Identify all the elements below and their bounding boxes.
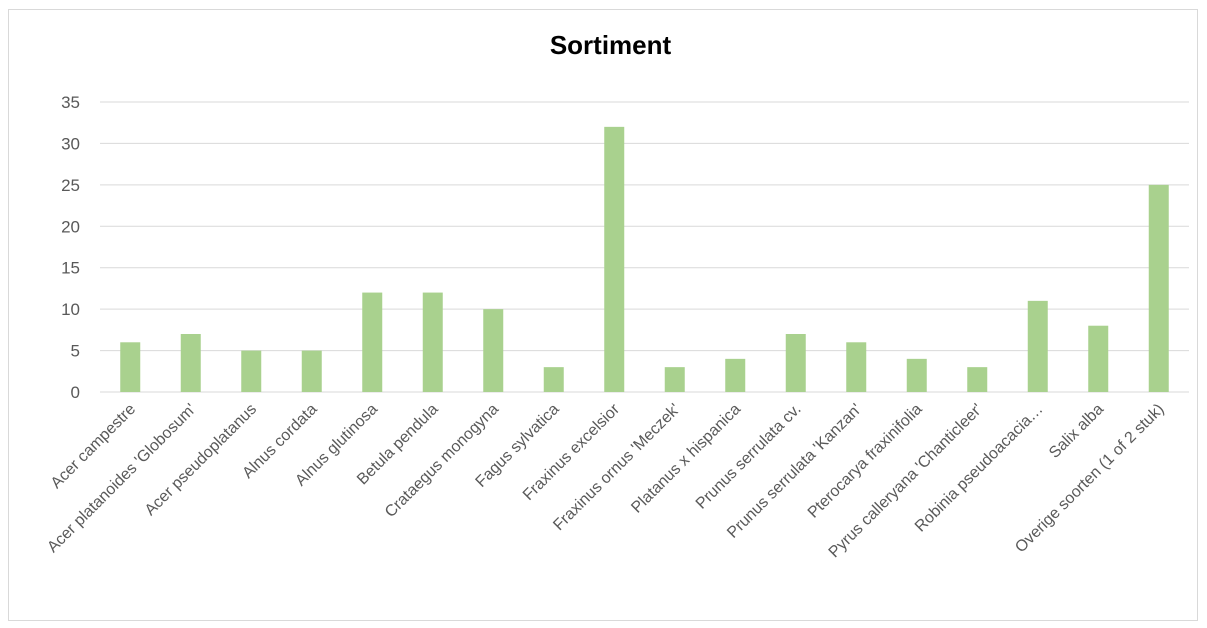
bar — [241, 350, 262, 392]
y-tick-label: 25 — [61, 176, 80, 195]
x-category-label: Platanus x hispanica — [628, 401, 744, 517]
y-tick-label: 20 — [61, 217, 80, 236]
y-tick-label: 35 — [61, 93, 80, 112]
y-tick-label: 10 — [61, 300, 80, 319]
bar — [725, 358, 746, 392]
bar — [483, 309, 504, 392]
bar — [1027, 300, 1048, 392]
gridlines — [100, 101, 1189, 393]
x-category-label: Prunus serrulata cv. — [693, 401, 805, 513]
bar — [180, 334, 201, 392]
bar — [362, 292, 383, 392]
bar — [846, 342, 867, 392]
y-tick-label: 15 — [61, 259, 80, 278]
bar — [967, 367, 988, 392]
bar — [1148, 184, 1169, 392]
y-tick-label: 30 — [61, 134, 80, 153]
bar — [664, 367, 685, 392]
x-category-label: Pterocarya fraxinifolia — [805, 401, 926, 522]
bar — [301, 350, 322, 392]
x-category-label: Fraxinus ornus 'Meczek' — [550, 401, 683, 534]
y-tick-label: 0 — [71, 383, 80, 402]
y-axis-ticks: 0 5 10 15 20 25 30 35 — [61, 93, 80, 402]
bar — [1088, 325, 1109, 392]
chart-title: Sortiment — [549, 30, 672, 60]
bars — [120, 126, 1169, 392]
bar — [906, 358, 927, 392]
bar — [120, 342, 141, 392]
x-category-label: Robinia pseudoacacia… — [912, 401, 1047, 536]
x-category-label: Acer pseudoplatanus — [142, 401, 260, 519]
bar — [422, 292, 443, 392]
x-category-label: Crataegus monogyna — [382, 401, 502, 521]
x-category-label: Salix alba — [1046, 401, 1107, 462]
chart-area — [8, 9, 1198, 621]
bar — [543, 367, 564, 392]
y-tick-label: 5 — [71, 342, 80, 361]
bar — [604, 126, 625, 392]
bar — [785, 334, 806, 392]
